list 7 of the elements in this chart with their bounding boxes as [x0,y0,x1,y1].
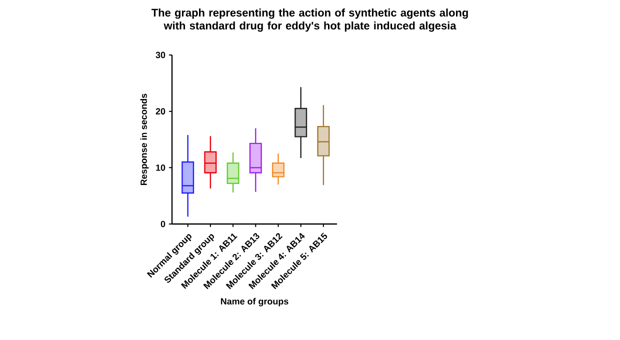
y-tick-label: 0 [160,220,166,228]
x-axis-title: Name of groups [220,298,288,306]
chart-title: The graph representing the action of synthetic agents along with standard drug for eddy's hot plate induced algesia [152,8,468,32]
y-tick-label: 30 [156,52,166,58]
y-tick-label: 10 [156,164,166,171]
y-axis-title: Response in seconds [140,94,149,185]
y-tick-label: 20 [156,108,166,115]
